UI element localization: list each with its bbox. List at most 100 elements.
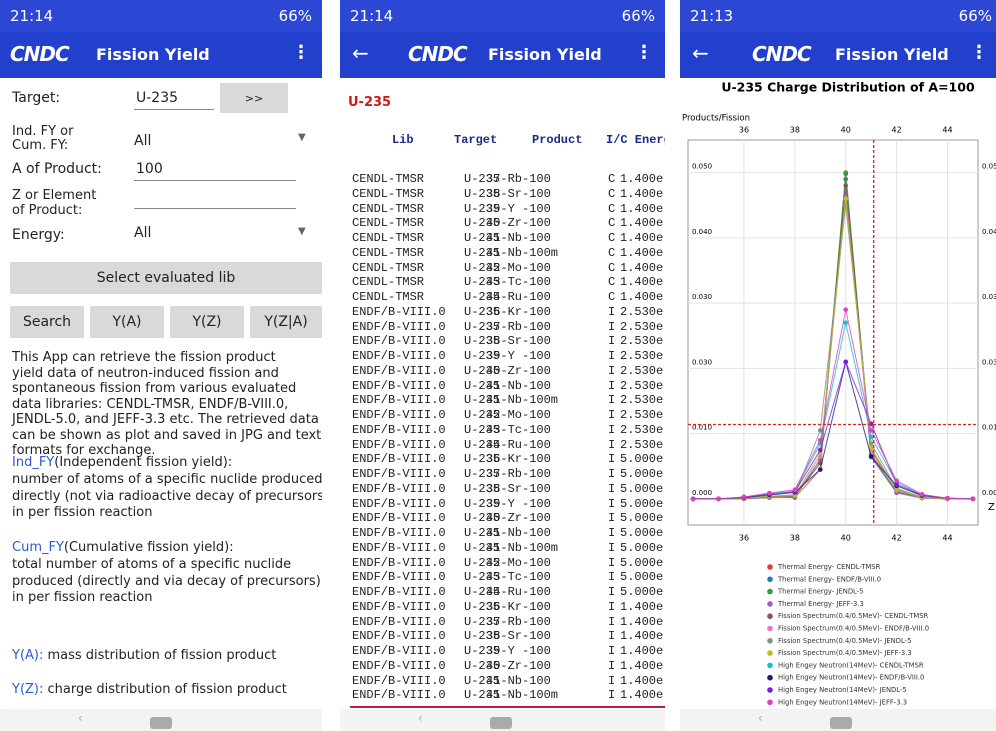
cell: I xyxy=(608,363,616,378)
select-lib-button[interactable]: Select evaluated lib xyxy=(10,262,322,294)
cell: U-235 xyxy=(464,275,501,290)
cell: I xyxy=(608,658,616,673)
cell: 5.000e xyxy=(620,452,664,467)
status-bar: 21:14 66% xyxy=(340,0,665,32)
back[interactable]: ← xyxy=(692,41,709,65)
dropdown[interactable]: All xyxy=(134,225,152,241)
x-tick-label: 36 xyxy=(739,126,749,135)
cell: 1.400e xyxy=(620,688,664,703)
back[interactable]: ← xyxy=(352,41,369,65)
cell: I xyxy=(608,688,616,703)
cell: ENDF/B-VIII.0 xyxy=(352,349,446,363)
cell: ENDF/B-VIII.0 xyxy=(352,393,446,408)
legend-marker xyxy=(767,638,773,644)
cell: ENDF/B-VIII.0 xyxy=(352,644,446,658)
battery: 66% xyxy=(621,7,655,25)
x-tick-label: 40 xyxy=(841,126,851,135)
cell: C xyxy=(608,260,616,275)
ya-button[interactable]: Y(A) xyxy=(90,306,164,338)
term-line: Y(A): mass distribution of fission produ… xyxy=(12,648,276,663)
menu[interactable]: ⋮ xyxy=(292,42,310,63)
cell: I xyxy=(608,437,616,452)
point xyxy=(817,467,823,472)
cell: ENDF/B-VIII.0 xyxy=(352,614,446,629)
legend-marker xyxy=(767,613,773,619)
cell: 38-Sr-100 xyxy=(486,629,551,644)
legend-marker xyxy=(767,601,773,607)
cell: U-235 xyxy=(464,201,501,216)
home[interactable] xyxy=(150,717,172,729)
home[interactable] xyxy=(490,717,512,729)
target-heading: U-235 xyxy=(348,95,392,110)
cell: U-235 xyxy=(464,570,501,585)
cell: I xyxy=(608,570,616,585)
cell: 40-Zr-100 xyxy=(486,363,551,378)
cell: 43-Tc-100 xyxy=(486,570,551,585)
cell: 2.530e xyxy=(620,334,664,349)
cell: U-235 xyxy=(464,363,501,378)
point xyxy=(792,493,798,498)
y2-tick-label: 0.03 xyxy=(982,293,996,301)
point xyxy=(817,428,823,433)
back[interactable]: ‹ xyxy=(418,711,423,725)
cell: U-235 xyxy=(464,422,501,437)
go-button[interactable]: >> xyxy=(220,83,288,113)
cell: 1.400e xyxy=(620,658,664,673)
cell: U-235 xyxy=(464,408,501,422)
cell: 1.400e xyxy=(620,216,664,231)
label: Target: xyxy=(12,90,61,106)
back[interactable]: ‹ xyxy=(758,711,763,725)
cell: U-235 xyxy=(464,260,501,275)
cell: I xyxy=(608,629,616,644)
input[interactable]: 100 xyxy=(136,161,163,177)
text-line: formats for exchange. xyxy=(12,443,156,458)
label-line: Cum. FY: xyxy=(12,138,69,153)
text-line: number of atoms of a specific nuclide pr… xyxy=(12,472,322,487)
cell: U-235 xyxy=(464,216,501,231)
cell: 2.530e xyxy=(620,393,664,408)
cell: U-235 xyxy=(464,555,501,570)
yza-button[interactable]: Y(Z|A) xyxy=(250,306,322,338)
back[interactable]: ‹ xyxy=(78,711,83,725)
y-tick-label: 0.030 xyxy=(692,358,712,366)
app-bar: ← CNDC Fission Yield ⋮ xyxy=(340,32,665,78)
search-button[interactable]: Search xyxy=(10,306,84,338)
chart-title: U-235 Charge Distribution of A=100 xyxy=(721,80,975,95)
label: A of Product: xyxy=(12,161,102,177)
label-line: of Product: xyxy=(12,203,83,218)
column-header: Product xyxy=(532,133,583,147)
y2-tick-label: 0.03 xyxy=(982,358,996,366)
cell: ENDF/B-VIII.0 xyxy=(352,555,446,570)
cell: C xyxy=(608,231,616,245)
text-line: data libraries: CENDL-TMSR, ENDF/B-VIII.… xyxy=(12,396,289,412)
cell: 1.400e xyxy=(620,231,664,245)
cell: ENDF/B-VIII.0 xyxy=(352,585,446,599)
cell: U-235 xyxy=(464,378,501,393)
underline xyxy=(134,208,296,209)
point xyxy=(817,437,823,443)
point xyxy=(843,171,849,177)
point xyxy=(868,428,874,433)
cell: I xyxy=(608,496,616,511)
cell: 1.400e xyxy=(620,172,664,186)
dropdown[interactable]: All xyxy=(134,133,152,149)
cell: I xyxy=(608,304,616,319)
home[interactable] xyxy=(830,717,852,729)
menu[interactable]: ⋮ xyxy=(635,42,653,63)
input[interactable]: U-235 xyxy=(136,90,179,106)
y2-tick-label: 0.05 xyxy=(982,163,996,171)
cell: U-235 xyxy=(464,673,501,688)
point xyxy=(919,492,925,497)
term-head: (Cumulative fission yield): xyxy=(63,540,234,555)
cell: ENDF/B-VIII.0 xyxy=(352,437,446,452)
yz-button[interactable]: Y(Z) xyxy=(170,306,244,338)
point xyxy=(741,494,747,500)
cell: 2.530e xyxy=(620,363,664,378)
cell: ENDF/B-VIII.0 xyxy=(352,688,446,703)
app-bar: ← CNDC Fission Yield ⋮ xyxy=(680,32,996,78)
cell: 40-Zr-100 xyxy=(486,511,551,526)
cell: 1.400e xyxy=(620,629,664,644)
cell: U-235 xyxy=(464,349,501,363)
menu[interactable]: ⋮ xyxy=(970,42,988,63)
